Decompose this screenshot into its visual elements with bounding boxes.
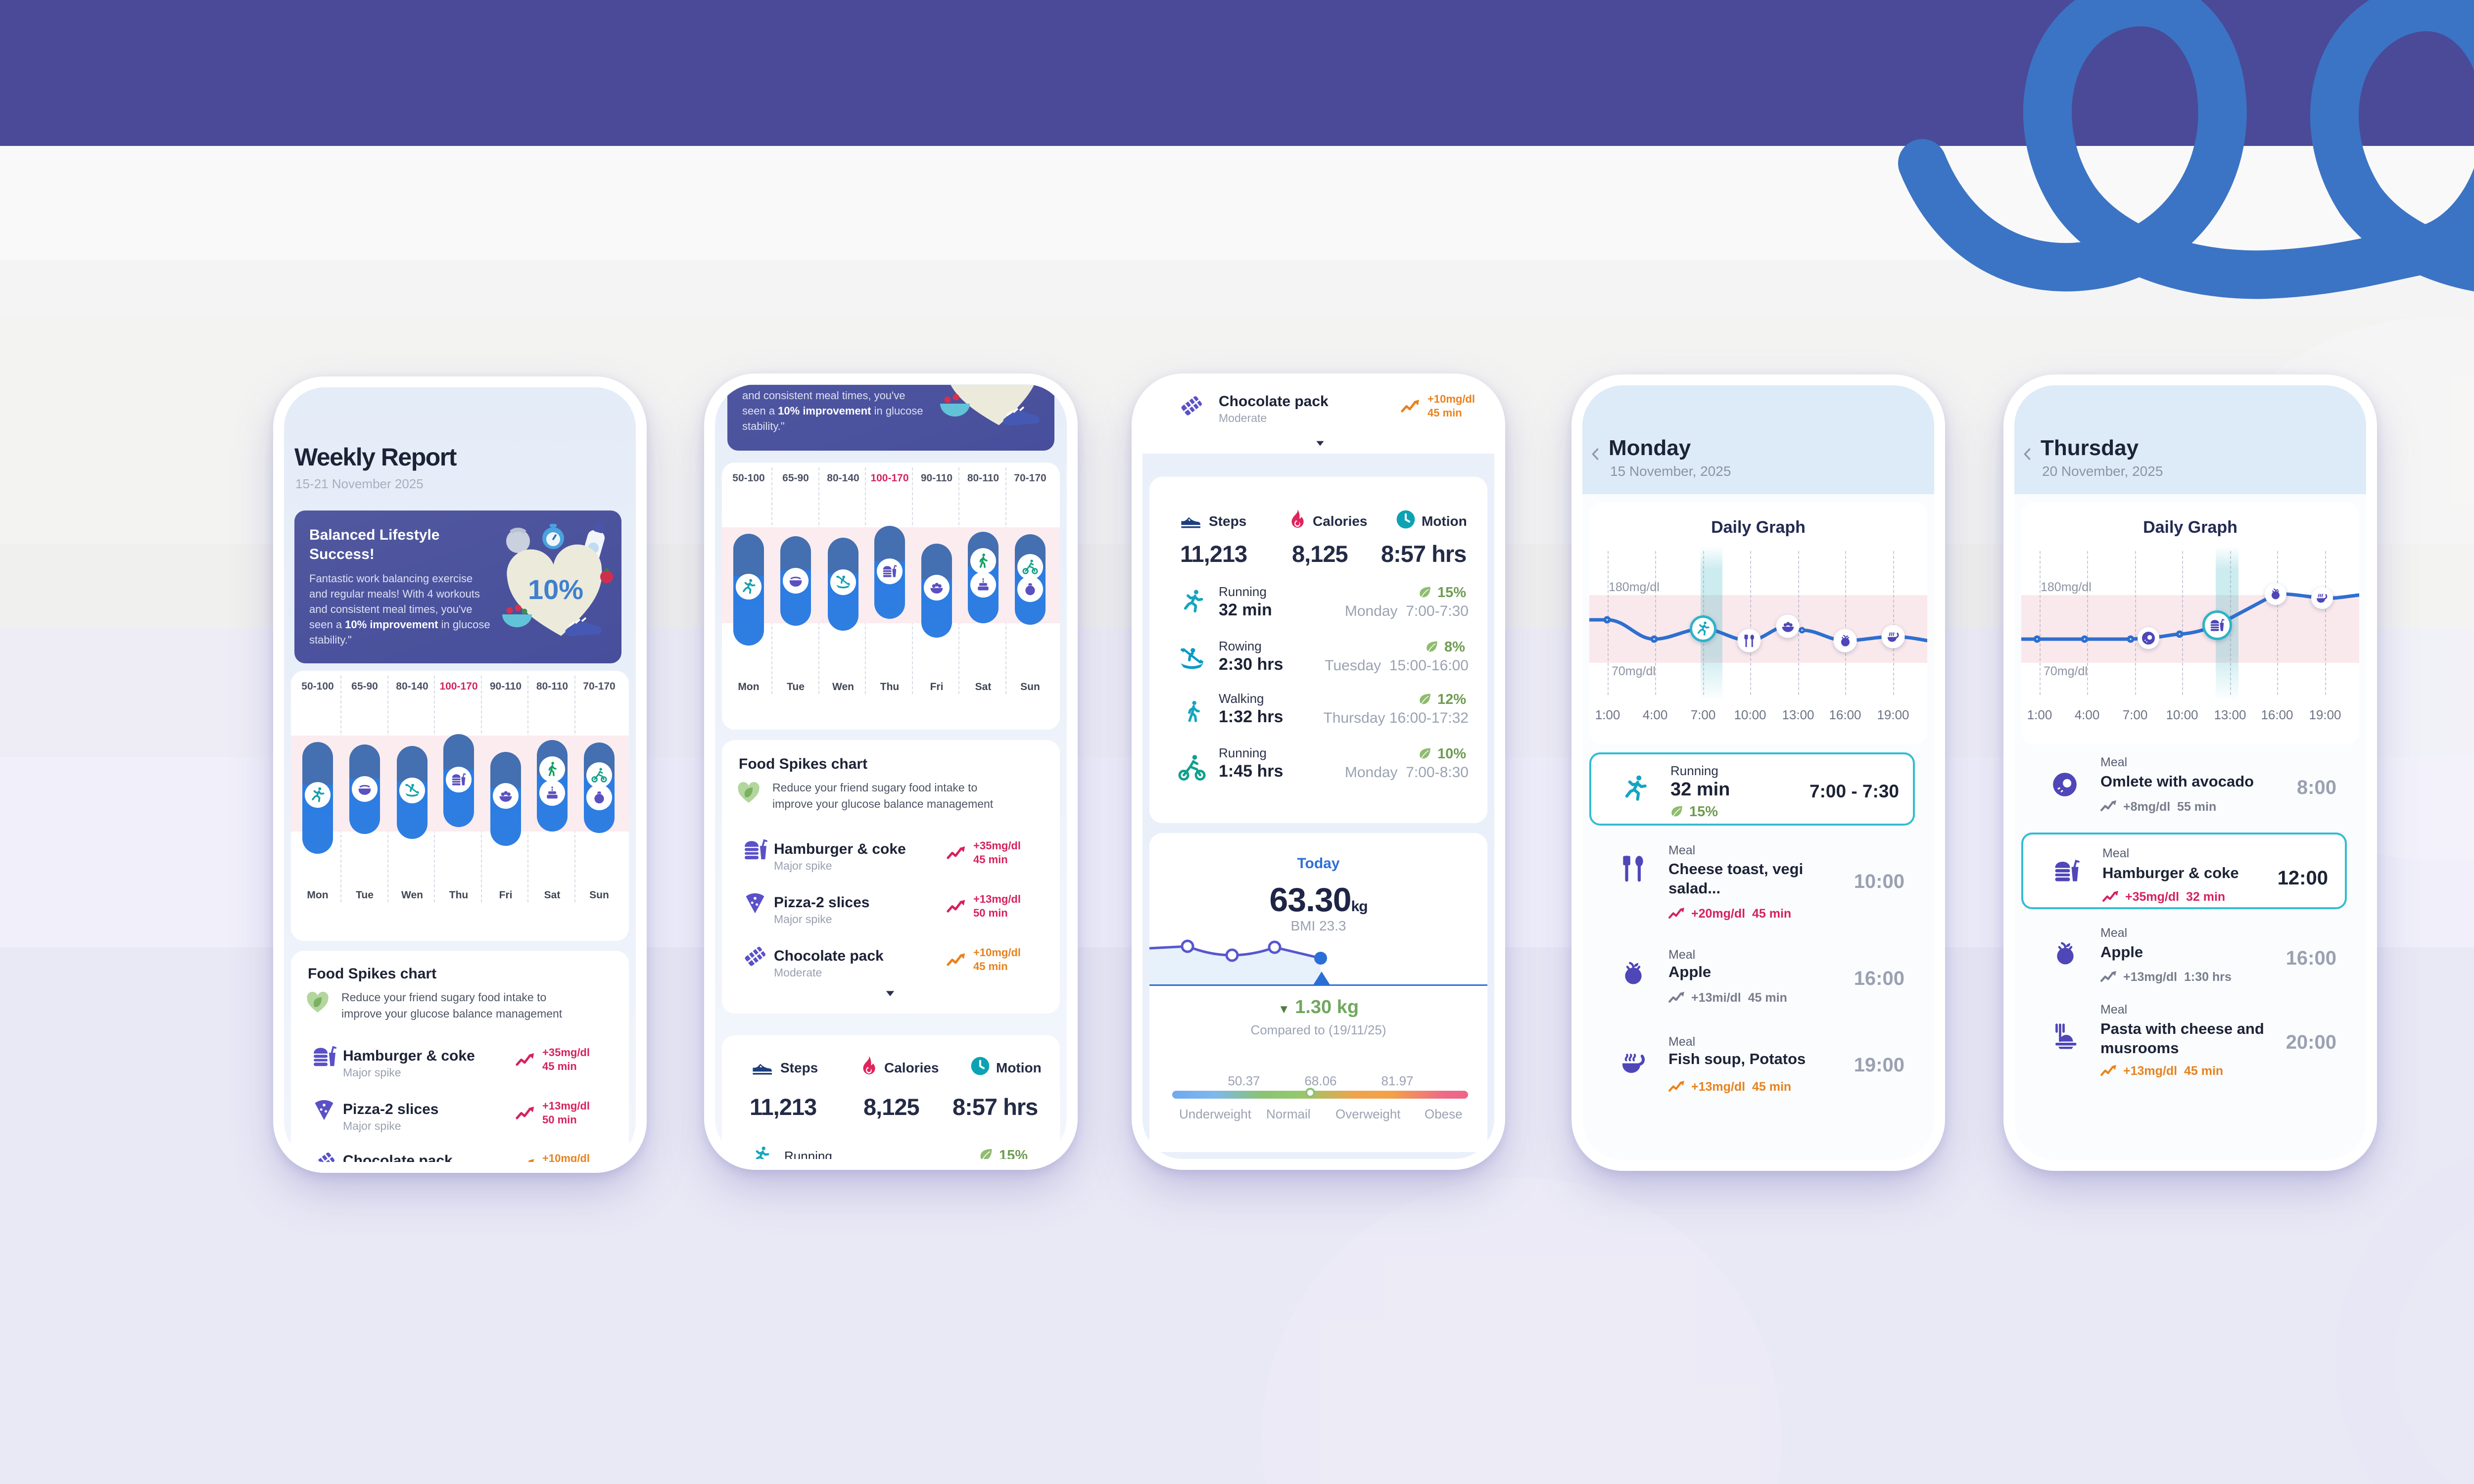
svg-text:10%: 10%: [528, 574, 583, 605]
